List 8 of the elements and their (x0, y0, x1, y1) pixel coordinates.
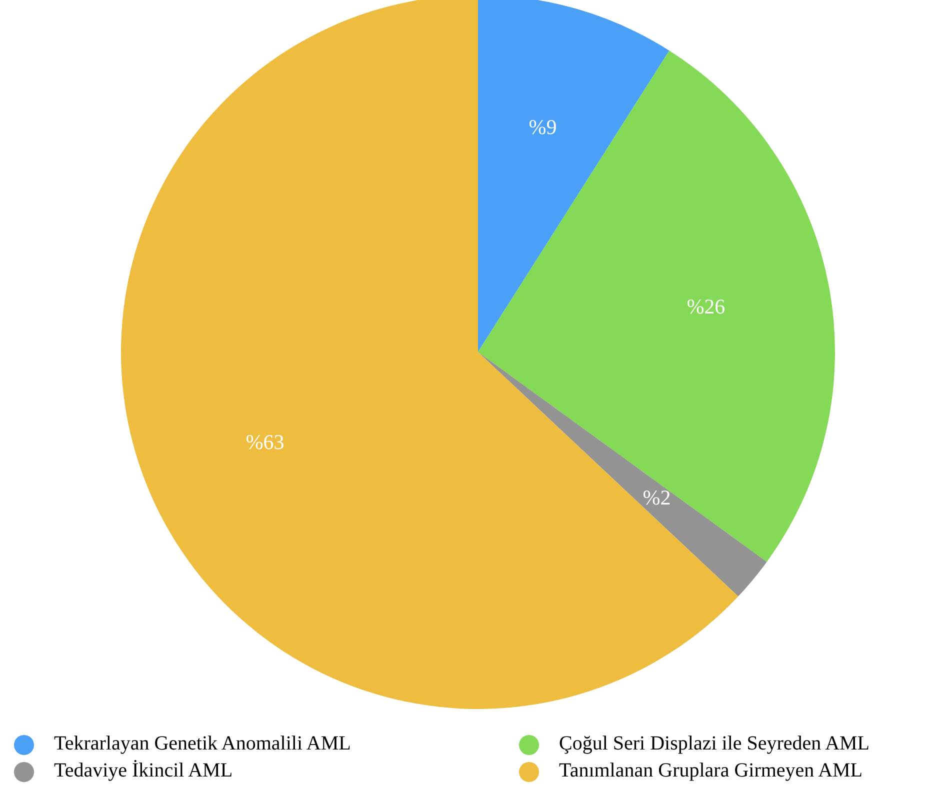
legend-label: Tedaviye İkincil AML (54, 760, 233, 782)
data-label: %63 (246, 430, 284, 454)
data-label: %2 (642, 486, 671, 510)
data-label: %26 (686, 294, 726, 318)
data-label: %9 (528, 114, 557, 139)
legend-label: Tekrarlayan Genetik Anomalili AML (54, 732, 351, 755)
legend-label: Tanımlanan Gruplara Girmeyen AML (559, 760, 863, 782)
legend-label: Çoğul Seri Displazi ile Seyreden AML (559, 732, 870, 755)
